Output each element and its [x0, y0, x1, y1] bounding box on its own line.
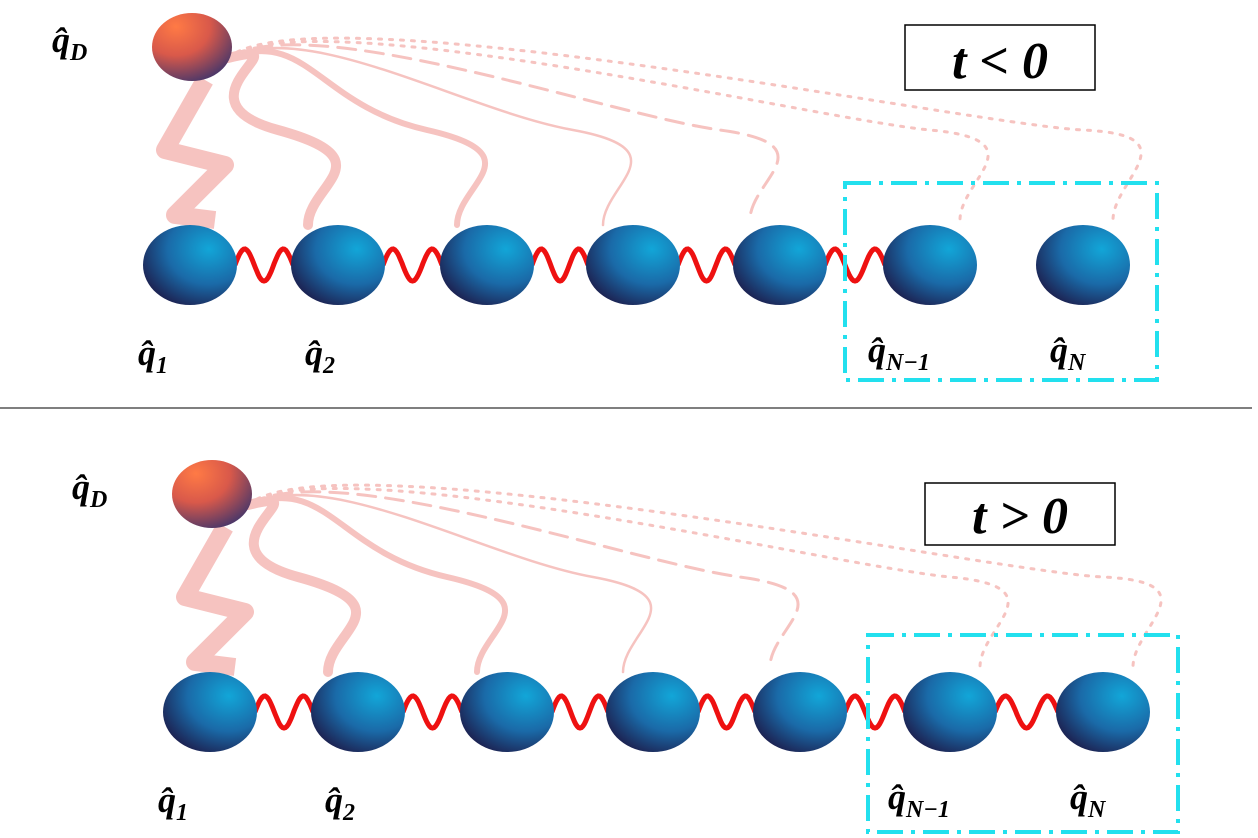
label-base: q̂	[72, 467, 90, 507]
chain-ball	[1036, 225, 1130, 305]
label-base: q̂	[888, 777, 906, 817]
particle-label: q̂N−1	[868, 330, 930, 376]
label-base: q̂	[1070, 777, 1088, 817]
label-sub: 2	[342, 800, 355, 826]
coupling	[228, 54, 336, 225]
label-base: q̂	[52, 20, 70, 60]
spring	[825, 249, 885, 281]
coupling	[228, 51, 485, 225]
label-sub: N−1	[885, 350, 930, 376]
coupling	[185, 527, 245, 667]
label-base: q̂	[305, 333, 323, 373]
spring	[845, 696, 905, 728]
chain-ball	[733, 225, 827, 305]
figure: t < 0q̂Dq̂1q̂2q̂N−1q̂Nt > 0q̂Dq̂1q̂2q̂N−…	[0, 0, 1258, 838]
coupling	[248, 488, 1008, 667]
spring	[532, 249, 588, 281]
particle-label: q̂N−1	[888, 777, 950, 823]
label-base: q̂	[325, 780, 343, 820]
label-sub: N	[1067, 350, 1087, 376]
coupling	[248, 501, 356, 672]
chain-ball	[143, 225, 237, 305]
particle-label: q̂2	[325, 780, 355, 826]
particle-label: q̂N	[1070, 777, 1107, 823]
spring	[678, 249, 735, 281]
spring	[403, 696, 462, 728]
drive-ball	[172, 460, 252, 528]
label-base: q̂	[138, 333, 156, 373]
chain-ball	[460, 672, 554, 752]
label-base: q̂	[1050, 330, 1068, 370]
chain-ball	[1056, 672, 1150, 752]
label-base: q̂	[868, 330, 886, 370]
label-sub: 1	[176, 800, 188, 826]
particle-label: q̂1	[138, 333, 168, 379]
spring	[235, 249, 293, 281]
label-sub: N	[1087, 797, 1107, 823]
chain-ball	[606, 672, 700, 752]
spring	[552, 696, 608, 728]
condition-label: t < 0	[952, 33, 1048, 90]
chain-ball	[586, 225, 680, 305]
particle-label: q̂N	[1050, 330, 1087, 376]
spring	[698, 696, 755, 728]
label-base: q̂	[158, 780, 176, 820]
label-sub: 2	[322, 353, 335, 379]
chain-ball	[311, 672, 405, 752]
particle-label: q̂2	[305, 333, 335, 379]
label-sub: 1	[156, 353, 168, 379]
particle-label: q̂1	[158, 780, 188, 826]
spring	[995, 696, 1058, 728]
chain-ball	[163, 672, 257, 752]
label-sub: D	[89, 487, 107, 513]
label-sub: D	[69, 40, 87, 66]
chain-ball	[883, 225, 977, 305]
particle-label: q̂D	[72, 467, 107, 513]
coupling	[165, 80, 225, 220]
spring	[383, 249, 442, 281]
chain-ball	[440, 225, 534, 305]
drive-ball	[152, 13, 232, 81]
coupling	[248, 498, 505, 672]
chain-ball	[291, 225, 385, 305]
condition-label: t > 0	[972, 488, 1068, 545]
particle-label: q̂D	[52, 20, 87, 66]
chain-ball	[753, 672, 847, 752]
chain-ball	[903, 672, 997, 752]
spring	[255, 696, 313, 728]
coupling	[228, 41, 988, 220]
label-sub: N−1	[905, 797, 950, 823]
